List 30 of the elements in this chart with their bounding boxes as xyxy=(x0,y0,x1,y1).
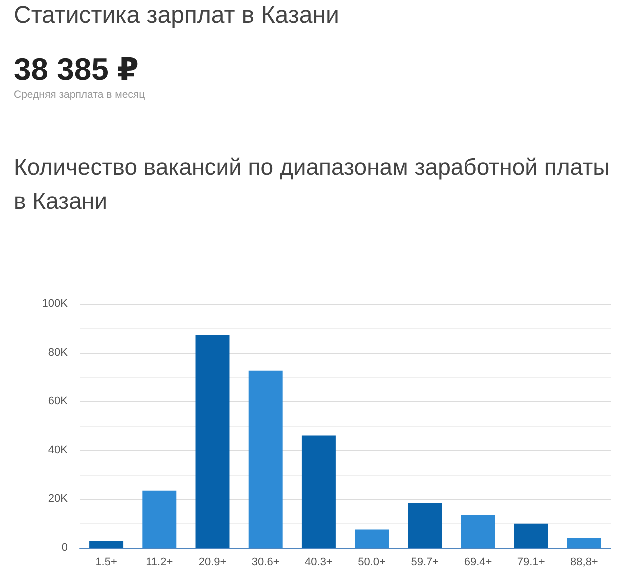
x-tick-label: 20.9+ xyxy=(198,556,227,568)
x-tick-label: 88,8+ xyxy=(570,556,598,568)
x-tick-label: 79.1+ xyxy=(517,556,546,568)
text: 38 385 ₽ xyxy=(14,52,139,88)
bar xyxy=(567,538,602,548)
bar xyxy=(461,515,496,548)
x-tick-label: 59.7+ xyxy=(411,556,440,568)
y-tick-label: 100K xyxy=(42,298,69,310)
x-tick-label: 30.6+ xyxy=(252,556,280,568)
text: Средняя зарплата в месяц xyxy=(14,89,146,101)
y-tick-label: 80K xyxy=(48,346,69,359)
bar xyxy=(408,503,442,548)
chart-subtitle: Количество вакансий по диапазонам заработной платы в Казани xyxy=(14,153,611,216)
bar xyxy=(248,370,283,548)
chart-title: Статистика зарплат в Казани xyxy=(14,2,340,30)
y-tick-label: 0 xyxy=(62,542,68,554)
x-tick-label: 50.0+ xyxy=(358,556,386,568)
bar xyxy=(355,530,390,548)
x-tick-label: 11.2+ xyxy=(146,556,174,568)
bar xyxy=(90,541,124,548)
bar xyxy=(142,490,177,548)
bar xyxy=(196,335,230,548)
x-tick-label: 40.3+ xyxy=(305,556,333,568)
y-tick-label: 20K xyxy=(48,493,69,506)
y-tick-label: 40K xyxy=(48,444,69,456)
x-tick-label: 1.5+ xyxy=(96,556,118,568)
bar xyxy=(514,524,548,548)
x-tick-label: 69.4+ xyxy=(464,556,492,568)
bar xyxy=(302,436,336,548)
y-tick-label: 60K xyxy=(48,396,69,408)
